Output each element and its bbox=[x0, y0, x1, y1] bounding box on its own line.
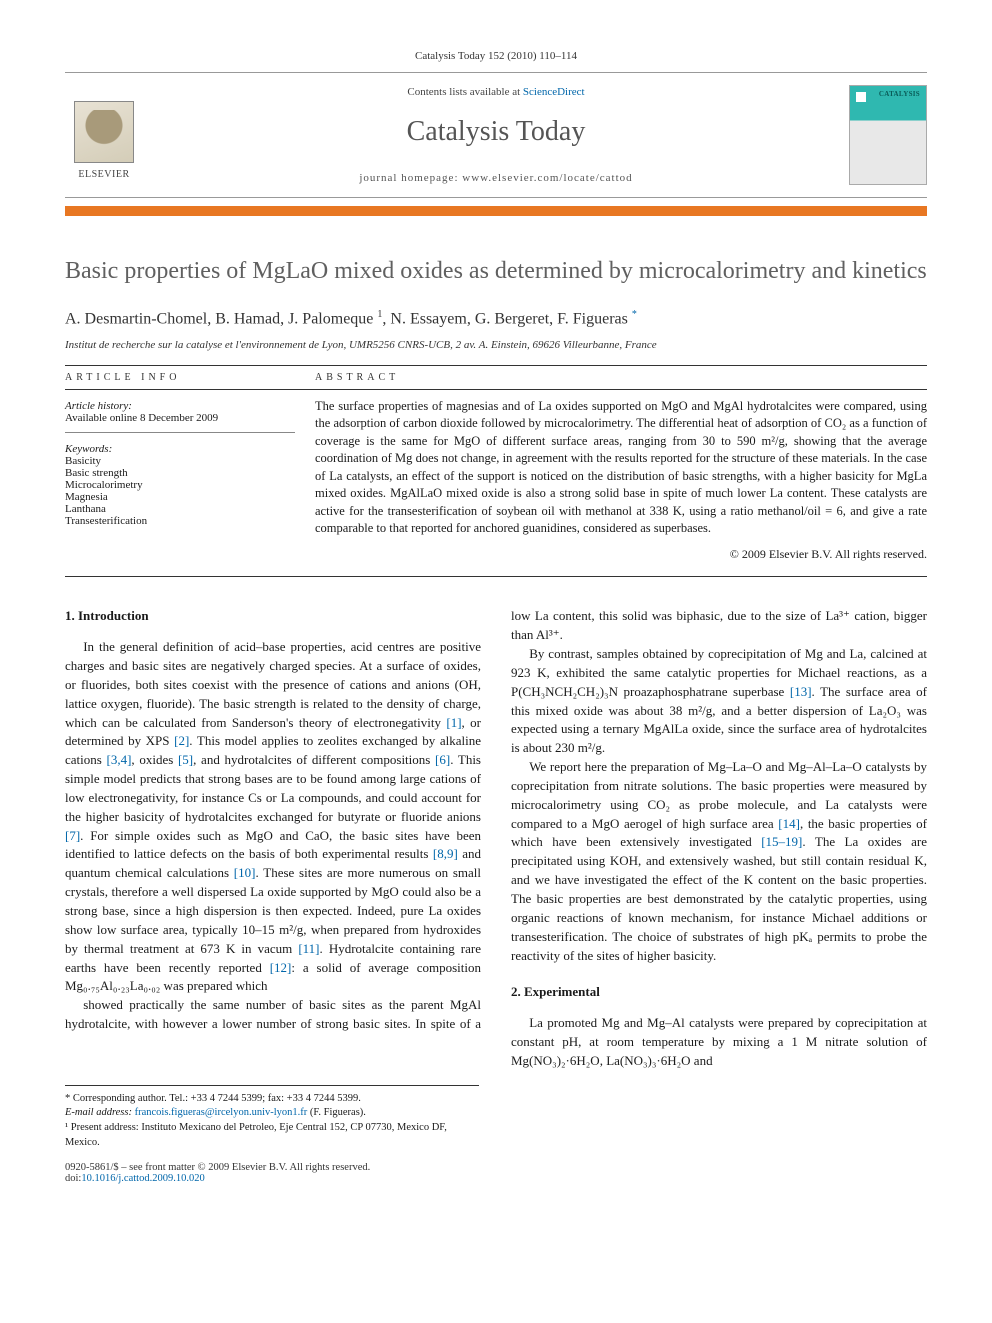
journal-reference: Catalysis Today 152 (2010) 110–114 bbox=[65, 50, 927, 62]
citation-link[interactable]: [11] bbox=[298, 941, 319, 956]
citation-link[interactable]: [5] bbox=[178, 752, 193, 767]
citation-link[interactable]: [13] bbox=[790, 684, 812, 699]
experimental-paragraph-1: La promoted Mg and Mg–Al catalysts were … bbox=[511, 1014, 927, 1071]
journal-cover-thumbnail[interactable]: CATALYSIS bbox=[849, 85, 927, 185]
keyword-item: Basicity bbox=[65, 455, 295, 467]
page-footer: 0920-5861/$ – see front matter © 2009 El… bbox=[65, 1162, 927, 1184]
footnotes: * Corresponding author. Tel.: +33 4 7244… bbox=[65, 1085, 479, 1151]
email-label: E-mail address: bbox=[65, 1107, 135, 1118]
homepage-prefix: journal homepage: bbox=[359, 172, 462, 184]
citation-link[interactable]: [1] bbox=[446, 715, 461, 730]
corresponding-author-note: * Corresponding author. Tel.: +33 4 7244… bbox=[65, 1092, 479, 1107]
elsevier-tree-icon bbox=[74, 101, 134, 163]
section-label-bar: ARTICLE INFO ABSTRACT bbox=[65, 365, 927, 390]
abstract-copyright: © 2009 Elsevier B.V. All rights reserved… bbox=[315, 546, 927, 563]
abstract-text: The surface properties of magnesias and … bbox=[315, 398, 927, 538]
citation-link[interactable]: [7] bbox=[65, 828, 80, 843]
article-history-line: Available online 8 December 2009 bbox=[65, 412, 295, 424]
journal-title: Catalysis Today bbox=[161, 116, 831, 148]
doi-line: doi:10.1016/j.cattod.2009.10.020 bbox=[65, 1173, 927, 1184]
article-info-block: Article history: Available online 8 Dece… bbox=[65, 398, 315, 563]
doi-label: doi: bbox=[65, 1173, 81, 1184]
keyword-item: Magnesia bbox=[65, 491, 295, 503]
citation-link[interactable]: [6] bbox=[435, 752, 450, 767]
keyword-item: Transesterification bbox=[65, 515, 295, 527]
page: Catalysis Today 152 (2010) 110–114 ELSEV… bbox=[0, 0, 992, 1224]
citation-link[interactable]: [14] bbox=[778, 816, 800, 831]
publisher-logo[interactable]: ELSEVIER bbox=[65, 90, 143, 180]
intro-paragraph-4: We report here the preparation of Mg–La–… bbox=[511, 758, 927, 965]
keywords-list: BasicityBasic strengthMicrocalorimetryMa… bbox=[65, 455, 295, 527]
cover-brand-label: CATALYSIS bbox=[879, 90, 920, 98]
journal-homepage-line: journal homepage: www.elsevier.com/locat… bbox=[161, 172, 831, 184]
intro-paragraph-1: In the general definition of acid–base p… bbox=[65, 638, 481, 996]
citation-link[interactable]: [12] bbox=[270, 960, 292, 975]
email-suffix: (F. Figueras). bbox=[307, 1107, 366, 1118]
corresponding-email-link[interactable]: francois.figueras@ircelyon.univ-lyon1.fr bbox=[135, 1107, 308, 1118]
citation-link[interactable]: [15–19] bbox=[761, 834, 802, 849]
journal-header: ELSEVIER Contents lists available at Sci… bbox=[65, 72, 927, 198]
meta-abstract-row: Article history: Available online 8 Dece… bbox=[65, 398, 927, 578]
citation-link[interactable]: [8,9] bbox=[433, 846, 458, 861]
doi-link[interactable]: 10.1016/j.cattod.2009.10.020 bbox=[81, 1173, 204, 1184]
keywords-title: Keywords: bbox=[65, 443, 295, 455]
citation-link[interactable]: [2] bbox=[174, 733, 189, 748]
homepage-url[interactable]: www.elsevier.com/locate/cattod bbox=[462, 172, 632, 184]
citation-link[interactable]: [10] bbox=[234, 865, 256, 880]
contents-available-line: Contents lists available at ScienceDirec… bbox=[161, 86, 831, 98]
keyword-item: Lanthana bbox=[65, 503, 295, 515]
accent-bar bbox=[65, 206, 927, 216]
article-info-label: ARTICLE INFO bbox=[65, 366, 315, 389]
contents-prefix: Contents lists available at bbox=[407, 86, 522, 98]
abstract-label: ABSTRACT bbox=[315, 366, 927, 389]
author-present-address-note: ¹ Present address: Instituto Mexicano de… bbox=[65, 1121, 479, 1150]
article-history-title: Article history: bbox=[65, 400, 295, 412]
citation-link[interactable]: [3,4] bbox=[107, 752, 132, 767]
email-line: E-mail address: francois.figueras@ircely… bbox=[65, 1106, 479, 1121]
authors-line: A. Desmartin-Chomel, B. Hamad, J. Palome… bbox=[65, 309, 927, 328]
affiliation: Institut de recherche sur la catalyse et… bbox=[65, 339, 927, 351]
keyword-item: Microcalorimetry bbox=[65, 479, 295, 491]
header-center: Contents lists available at ScienceDirec… bbox=[161, 86, 831, 184]
intro-paragraph-3: By contrast, samples obtained by copreci… bbox=[511, 645, 927, 758]
abstract-block: The surface properties of magnesias and … bbox=[315, 398, 927, 563]
body-two-column: 1. Introduction In the general definitio… bbox=[65, 607, 927, 1070]
section-heading-experimental: 2. Experimental bbox=[511, 983, 927, 1002]
publisher-name: ELSEVIER bbox=[78, 169, 129, 180]
front-matter-line: 0920-5861/$ – see front matter © 2009 El… bbox=[65, 1162, 927, 1173]
sciencedirect-link[interactable]: ScienceDirect bbox=[523, 86, 585, 98]
section-heading-intro: 1. Introduction bbox=[65, 607, 481, 626]
article-title: Basic properties of MgLaO mixed oxides a… bbox=[65, 256, 927, 287]
keyword-item: Basic strength bbox=[65, 467, 295, 479]
